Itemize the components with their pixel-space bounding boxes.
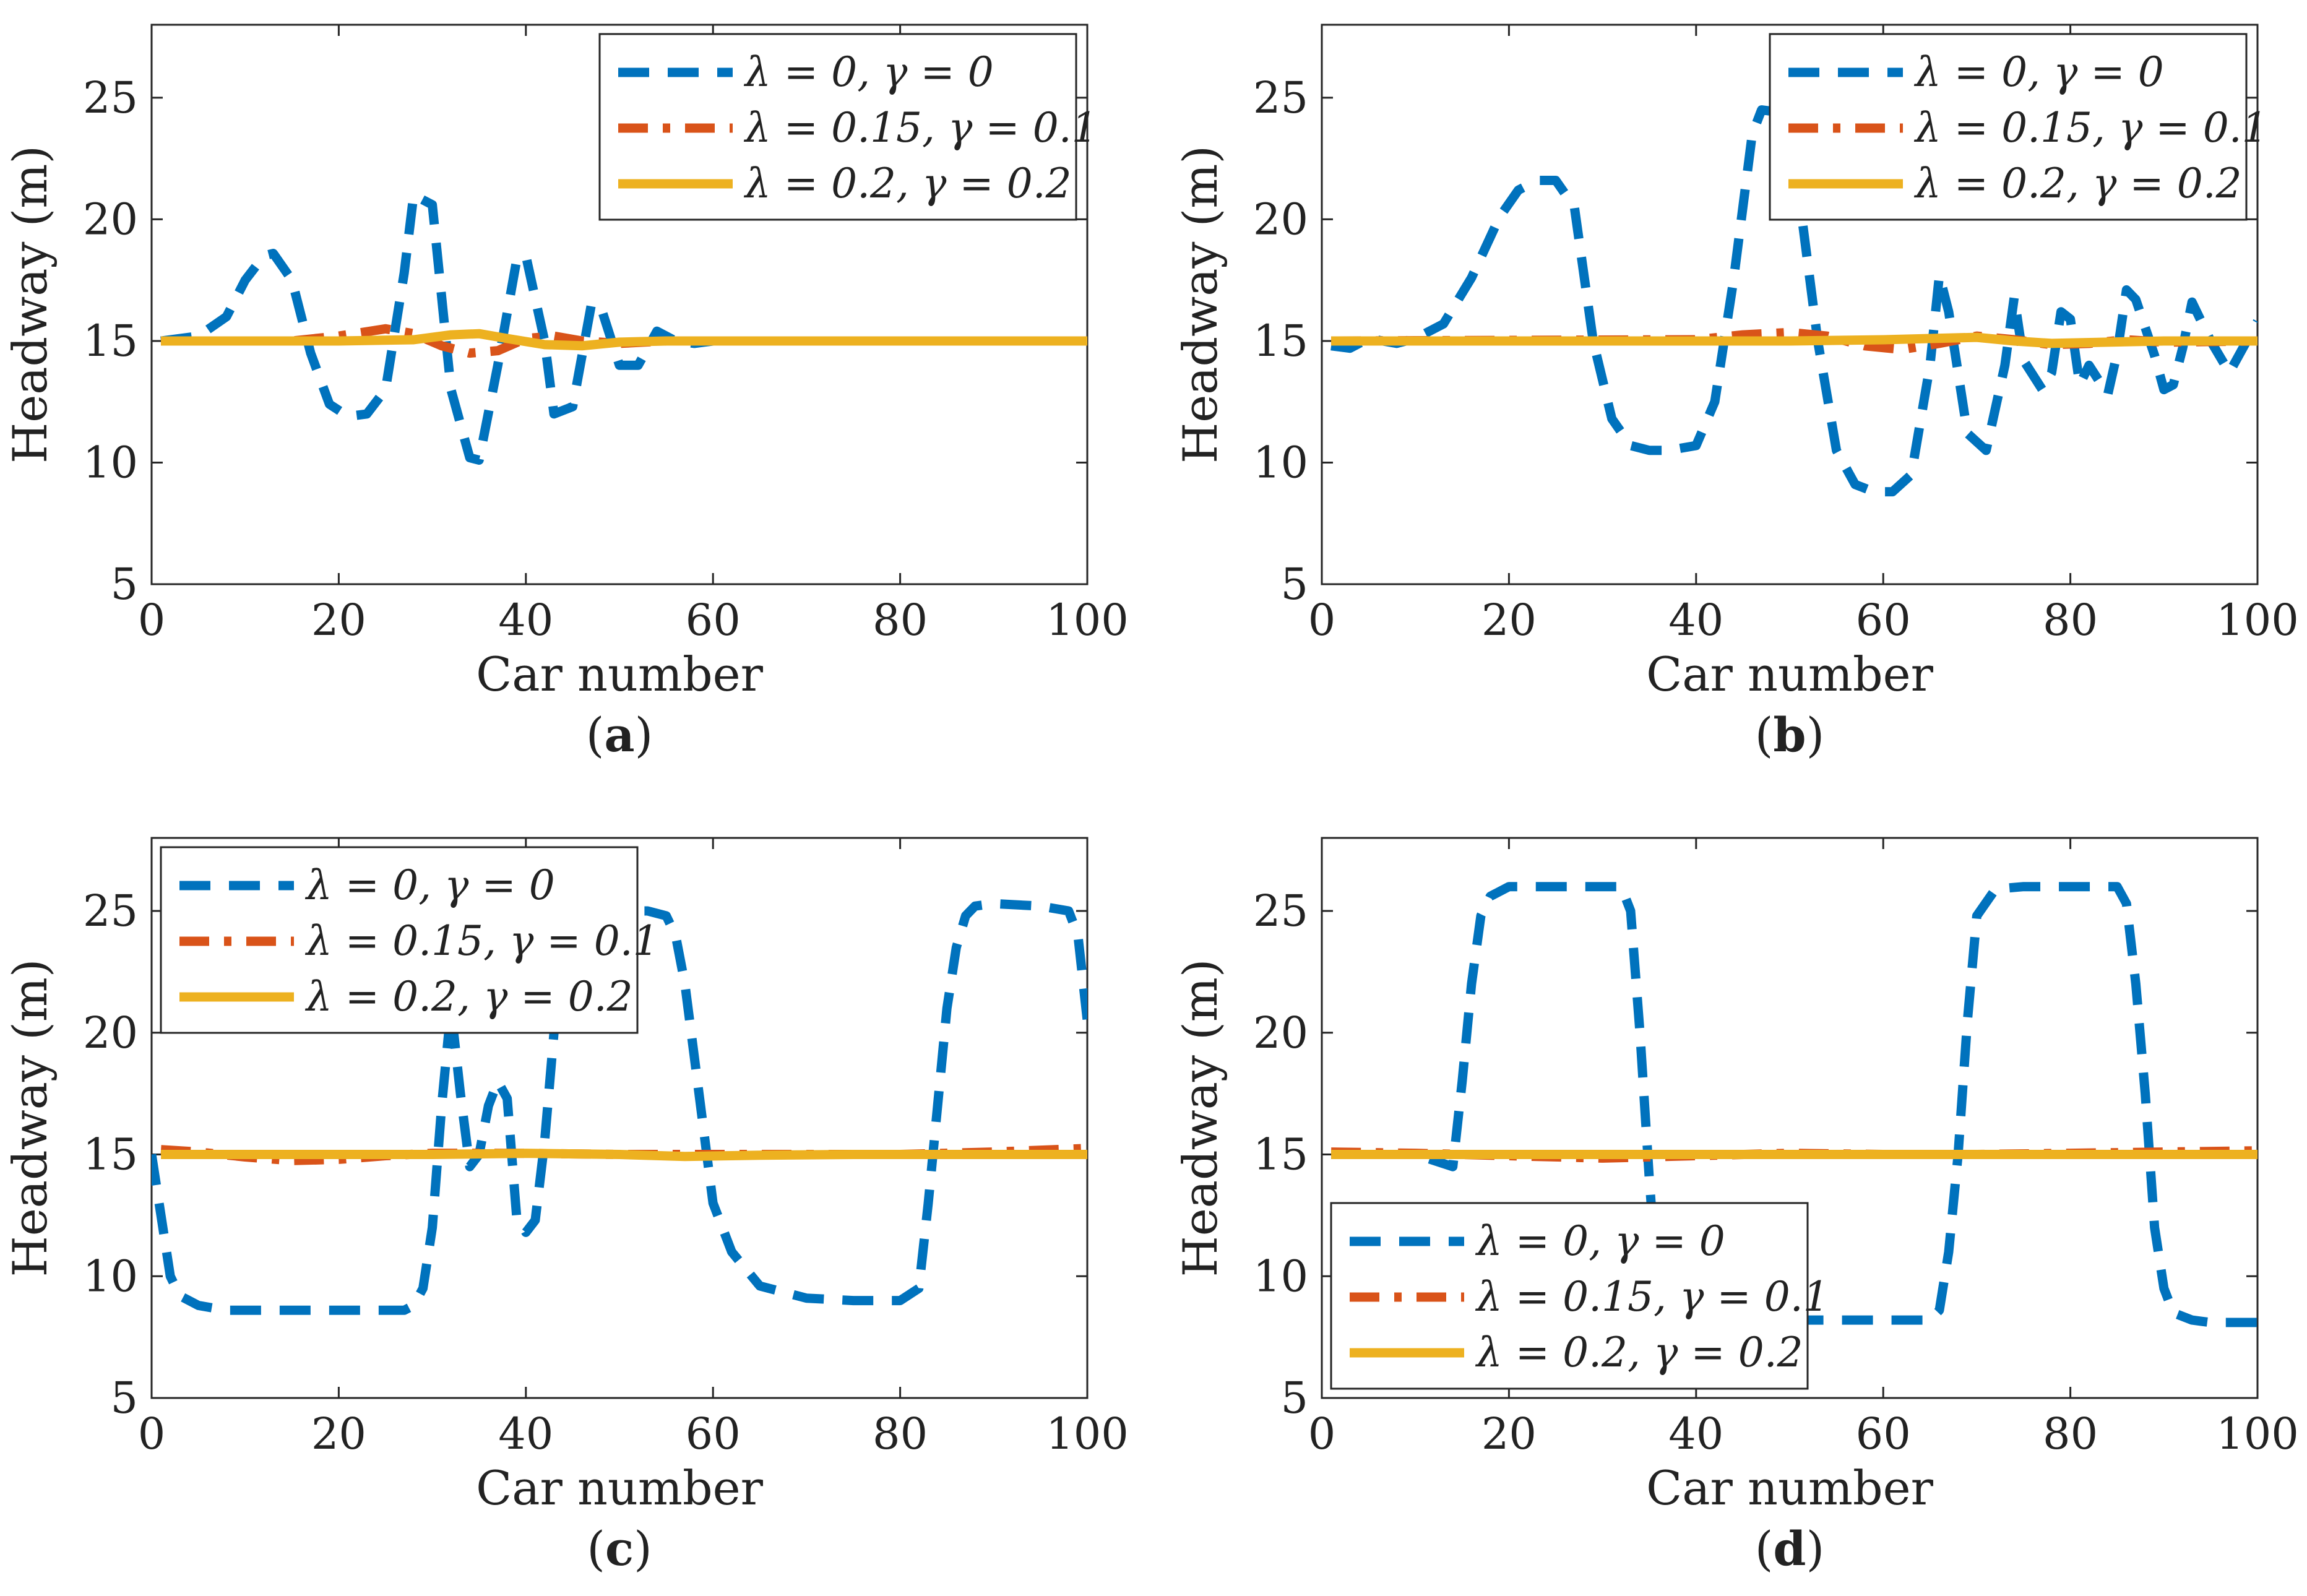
y-tick-label: 25: [1253, 72, 1308, 123]
panel-caption: (c): [587, 1521, 652, 1576]
y-tick-label: 5: [110, 1373, 138, 1423]
x-tick-label: 0: [138, 1408, 166, 1459]
legend-label-1: λ = 0, γ = 0: [1913, 48, 2164, 96]
series-line-3: [161, 329, 1087, 351]
x-tick-label: 40: [498, 1408, 553, 1459]
axes-box: [1321, 837, 2259, 1399]
series-line-1: [160, 190, 714, 465]
x-tick-label: 0: [1308, 595, 1336, 645]
x-axis-label: Car number: [476, 1460, 764, 1516]
legend-label-3: λ = 0.2, γ = 0.2: [1475, 1329, 1803, 1376]
legend-label-1: λ = 0, γ = 0: [743, 48, 994, 96]
x-tick-label: 60: [1856, 1408, 1911, 1459]
y-tick-label: 10: [83, 437, 138, 488]
x-tick-label: 40: [1668, 1408, 1723, 1459]
y-tick-label: 25: [83, 886, 138, 936]
legend-box: [598, 33, 1077, 221]
x-tick-label: 100: [1046, 595, 1129, 645]
legend-label-3: λ = 0.2, γ = 0.2: [304, 973, 633, 1020]
legend-label-1: λ = 0, γ = 0: [1475, 1217, 1725, 1265]
y-axis-label: Headway (m): [1173, 959, 1228, 1277]
x-tick-label: 80: [873, 595, 928, 645]
x-tick-label: 40: [498, 595, 553, 645]
y-tick-label: 15: [1253, 316, 1308, 366]
panel-b: 0 20 40 60 80 100 5 10 15 20 25 Car number Headway (…: [1173, 24, 2299, 762]
panel-a: 0 20 40 60 80 100 5 10 15 20 25 Car number Headway (…: [2, 24, 1129, 762]
y-tick-label: 20: [83, 1007, 138, 1058]
y-tick-label: 15: [1253, 1129, 1308, 1180]
x-tick-label: 20: [311, 1408, 366, 1459]
series-line-1: [1330, 105, 2257, 497]
x-tick-label: 80: [2043, 595, 2098, 645]
y-tick-label: 10: [1253, 437, 1308, 488]
x-tick-label: 60: [1856, 595, 1911, 645]
x-tick-label: 20: [1481, 595, 1537, 645]
legend-box: [1330, 1202, 1809, 1390]
panel-caption: (d): [1755, 1521, 1824, 1576]
series-line-2: [161, 324, 1087, 358]
series-line-3: [1331, 332, 2257, 348]
legend-label-2: λ = 0.15, γ = 0.1: [743, 104, 1098, 152]
legend-label-2: λ = 0.15, γ = 0.1: [304, 917, 659, 965]
x-axis-label: Car number: [476, 647, 764, 702]
y-tick-label: 5: [1280, 1373, 1308, 1423]
x-tick-label: 60: [686, 1408, 741, 1459]
legend-label-3: λ = 0.2, γ = 0.2: [1913, 160, 2242, 207]
y-tick-label: 5: [1280, 559, 1308, 610]
x-tick-label: 20: [1481, 1408, 1537, 1459]
y-tick-label: 20: [83, 194, 138, 244]
x-tick-label: 80: [2043, 1408, 2098, 1459]
y-tick-label: 20: [1253, 194, 1308, 244]
x-axis-label: Car number: [1646, 647, 1934, 702]
axes-box: [1321, 24, 2259, 585]
x-tick-label: 100: [2216, 1408, 2299, 1459]
legend: λ = 0, γ = 0 λ = 0.15, γ = 0.1 λ = 0.2, γ …: [1330, 1202, 1829, 1390]
x-tick-label: 0: [138, 595, 166, 645]
y-axis-label: Headway (m): [2, 145, 58, 464]
y-axis-label: Headway (m): [2, 959, 58, 1277]
y-axis-label: Headway (m): [1173, 145, 1228, 464]
x-tick-label: 60: [686, 595, 741, 645]
panel-d: 0 20 40 60 80 100 5 10 15 20 25 Car number Headway (…: [1173, 837, 2299, 1576]
y-tick-label: 5: [110, 559, 138, 610]
y-tick-label: 25: [83, 72, 138, 123]
y-tick-label: 25: [1253, 886, 1308, 936]
legend-label-3: λ = 0.2, γ = 0.2: [743, 160, 1072, 207]
x-tick-label: 100: [2216, 595, 2299, 645]
y-tick-label: 20: [1253, 1007, 1308, 1058]
legend: λ = 0, γ = 0 λ = 0.15, γ = 0.1 λ = 0.2, γ …: [160, 846, 659, 1034]
legend-box: [1769, 33, 2248, 221]
x-tick-label: 0: [1308, 1408, 1336, 1459]
legend-label-2: λ = 0.15, γ = 0.1: [1913, 104, 2268, 152]
panel-c: 0 20 40 60 80 100 5 10 15 20 25 Car number Headway (…: [2, 837, 1129, 1576]
series-line-1: [1331, 882, 2257, 1327]
legend-label-1: λ = 0, γ = 0: [304, 861, 555, 909]
panel-caption: (b): [1755, 707, 1824, 762]
x-tick-label: 80: [873, 1408, 928, 1459]
legend-label-2: λ = 0.15, γ = 0.1: [1475, 1273, 1829, 1321]
axes-box: [150, 837, 1089, 1399]
x-axis-label: Car number: [1646, 1460, 1934, 1516]
y-tick-label: 15: [83, 316, 138, 366]
legend: λ = 0, γ = 0 λ = 0.15, γ = 0.1 λ = 0.2, γ …: [598, 33, 1098, 221]
series-line-3: [161, 1149, 1087, 1162]
legend-box: [160, 846, 639, 1034]
axes-box: [150, 24, 1089, 585]
x-tick-label: 40: [1668, 595, 1723, 645]
y-tick-label: 10: [83, 1251, 138, 1301]
x-tick-label: 20: [311, 595, 366, 645]
legend: λ = 0, γ = 0 λ = 0.15, γ = 0.1 λ = 0.2, γ …: [1769, 33, 2268, 221]
x-tick-label: 100: [1046, 1408, 1129, 1459]
panel-caption: (a): [586, 707, 653, 762]
y-tick-label: 15: [83, 1129, 138, 1180]
y-tick-label: 10: [1253, 1251, 1308, 1301]
